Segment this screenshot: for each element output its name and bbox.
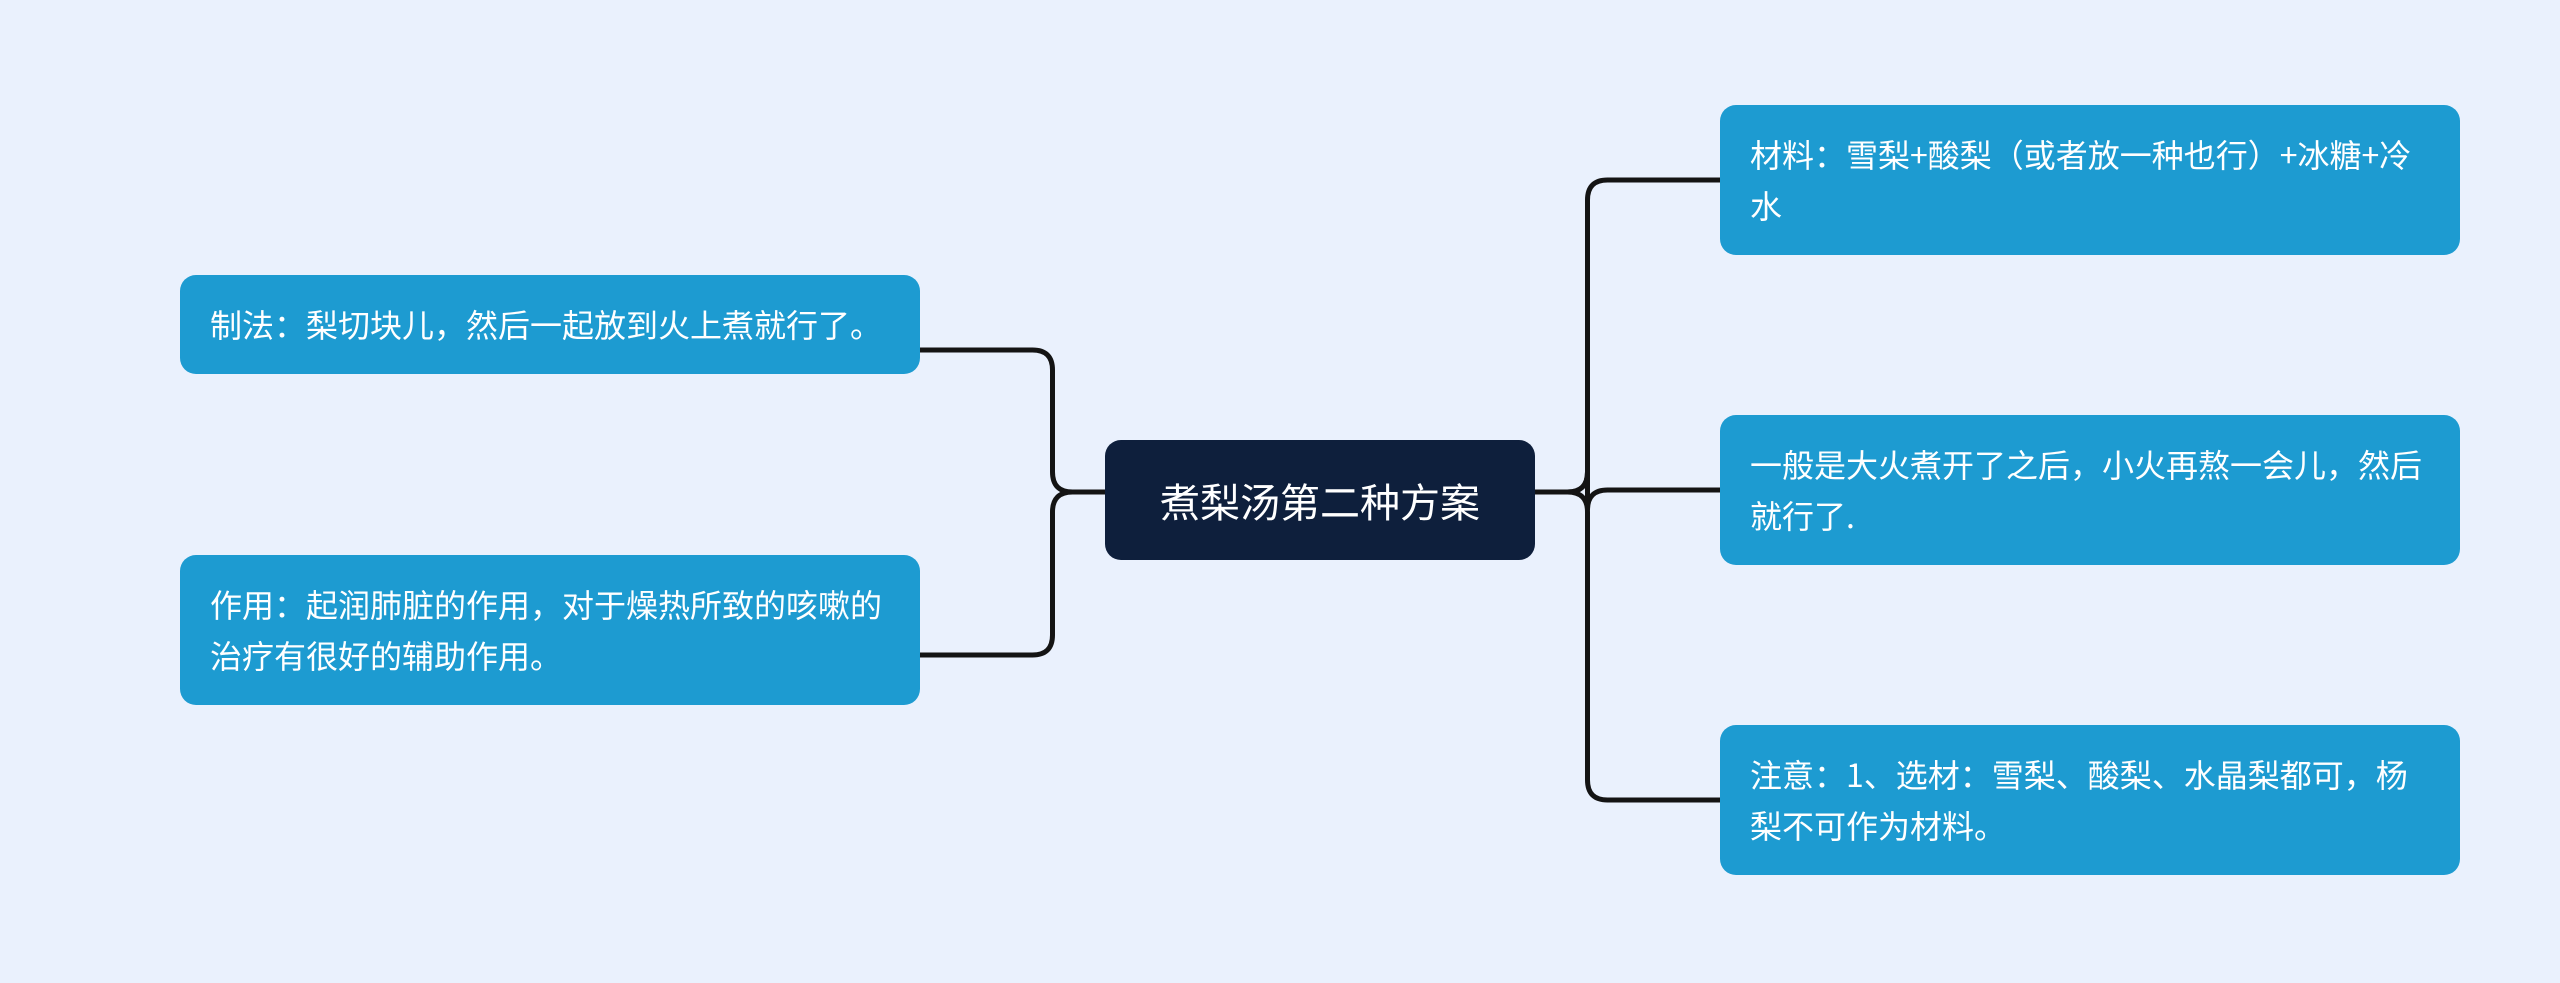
branch-node-cooking[interactable]: 一般是大火煮开了之后，小火再熬一会儿，然后就行了. (1720, 415, 2460, 565)
branch-node-method[interactable]: 制法：梨切块儿，然后一起放到火上煮就行了。 (180, 275, 920, 374)
mindmap-canvas: 煮梨汤第二种方案 制法：梨切块儿，然后一起放到火上煮就行了。 作用：起润肺脏的作… (0, 0, 2560, 983)
branch-node-ingredients[interactable]: 材料：雪梨+酸梨（或者放一种也行）+冰糖+冷水 (1720, 105, 2460, 255)
center-node[interactable]: 煮梨汤第二种方案 (1105, 440, 1535, 560)
branch-node-notes[interactable]: 注意：1、选材：雪梨、酸梨、水晶梨都可，杨梨不可作为材料。 (1720, 725, 2460, 875)
branch-node-effect[interactable]: 作用：起润肺脏的作用，对于燥热所致的咳嗽的治疗有很好的辅助作用。 (180, 555, 920, 705)
